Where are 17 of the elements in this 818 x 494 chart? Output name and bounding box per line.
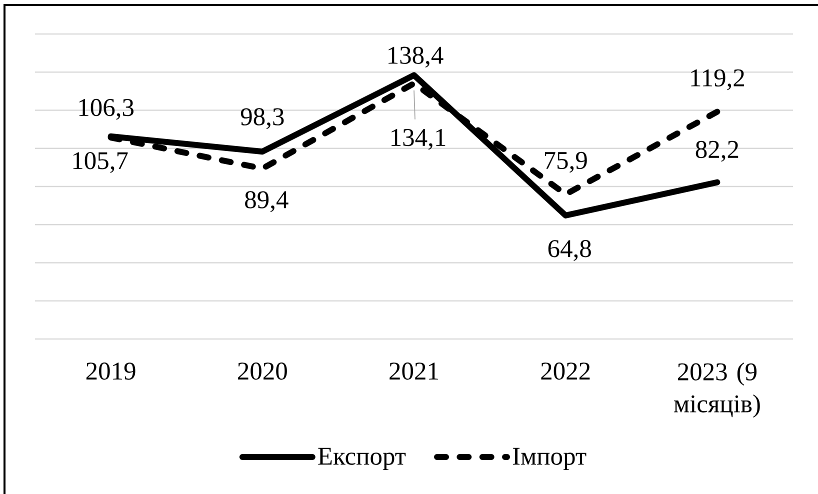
data-label: 89,4: [245, 191, 288, 212]
data-label: 106,3: [79, 98, 134, 120]
data-label: 82,2: [696, 140, 738, 162]
x-tick-label: 2019: [86, 362, 136, 380]
data-label: 75,9: [544, 152, 587, 173]
data-label: 98,3: [240, 108, 284, 130]
data-label: 138,4: [388, 46, 444, 68]
x-tick-label: 2020: [238, 362, 287, 380]
data-label: 119,2: [691, 69, 744, 90]
data-label: 134,1: [392, 128, 446, 150]
legend-label: Імпорт: [512, 448, 586, 470]
x-tick-label: 2023 (9 місяців): [674, 362, 760, 418]
data-label: 105,7: [73, 152, 128, 173]
data-label: 64,8: [548, 240, 591, 261]
x-tick-label: 2021: [390, 362, 438, 380]
legend-label: Експорт: [318, 448, 406, 470]
x-tick-label: 2022: [541, 362, 590, 380]
